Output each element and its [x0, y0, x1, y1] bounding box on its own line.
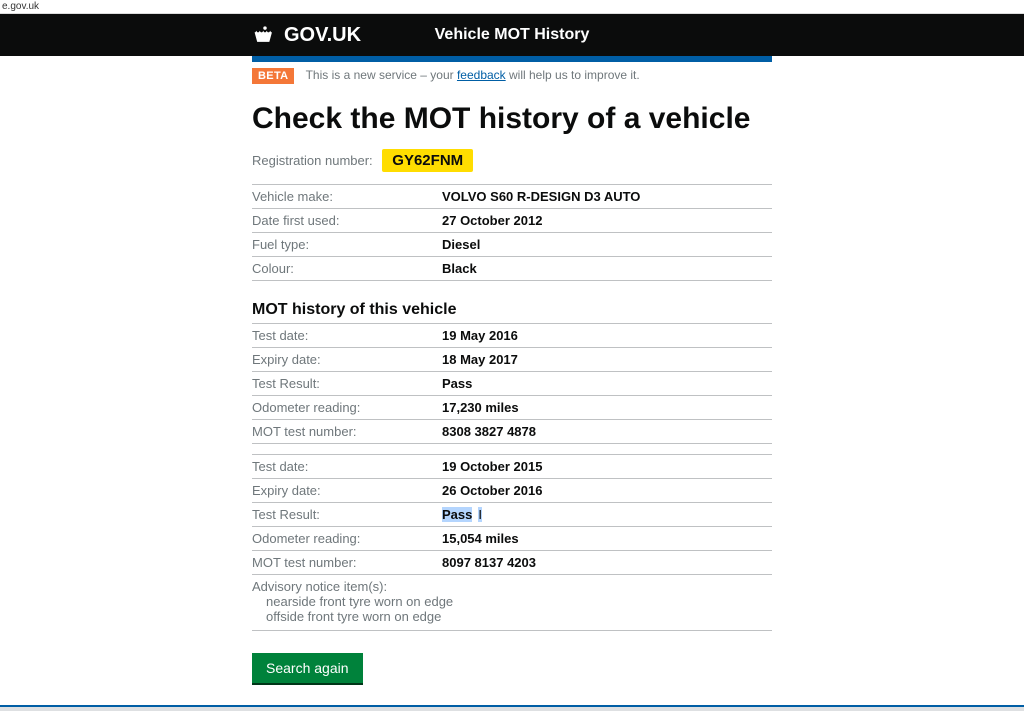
mot-test-0: Test date: 19 May 2016 Expiry date: 18 M… [252, 323, 772, 444]
value-expiry-0: 18 May 2017 [442, 352, 772, 367]
crown-icon [252, 24, 278, 46]
label-first-used: Date first used: [252, 213, 442, 228]
label-test-date-0: Test date: [252, 328, 442, 343]
row-result-0: Test Result: Pass [252, 372, 772, 396]
value-fuel: Diesel [442, 237, 772, 252]
value-make: VOLVO S60 R-DESIGN D3 AUTO [442, 189, 772, 204]
advisory-item-1-1: offside front tyre worn on edge [266, 609, 772, 624]
label-test-date-1: Test date: [252, 459, 442, 474]
value-odometer-0: 17,230 miles [442, 400, 772, 415]
label-expiry-1: Expiry date: [252, 483, 442, 498]
feedback-link[interactable]: feedback [457, 68, 506, 82]
beta-text-after: will help us to improve it. [506, 68, 640, 82]
footer-separator [0, 705, 1024, 711]
row-motno-0: MOT test number: 8308 3827 4878 [252, 420, 772, 444]
row-first-used: Date first used: 27 October 2012 [252, 209, 772, 233]
row-test-date-0: Test date: 19 May 2016 [252, 323, 772, 348]
label-make: Vehicle make: [252, 189, 442, 204]
row-advisory-1: Advisory notice item(s): nearside front … [252, 575, 772, 631]
history-heading: MOT history of this vehicle [252, 301, 772, 319]
row-odometer-0: Odometer reading: 17,230 miles [252, 396, 772, 420]
label-odometer-1: Odometer reading: [252, 531, 442, 546]
registration-label: Registration number: [252, 153, 373, 168]
registration-row: Registration number: GY62FNM [252, 149, 772, 172]
row-test-date-1: Test date: 19 October 2015 [252, 454, 772, 479]
label-odometer-0: Odometer reading: [252, 400, 442, 415]
govuk-logo-text: GOV.UK [284, 24, 361, 47]
vehicle-details: Vehicle make: VOLVO S60 R-DESIGN D3 AUTO… [252, 184, 772, 281]
row-motno-1: MOT test number: 8097 8137 4203 [252, 551, 772, 575]
value-expiry-1: 26 October 2016 [442, 483, 772, 498]
value-test-date-1: 19 October 2015 [442, 459, 772, 474]
row-expiry-0: Expiry date: 18 May 2017 [252, 348, 772, 372]
value-odometer-1: 15,054 miles [442, 531, 772, 546]
value-motno-0: 8308 3827 4878 [442, 424, 772, 439]
registration-plate: GY62FNM [382, 149, 473, 172]
label-colour: Colour: [252, 261, 442, 276]
value-result-0: Pass [442, 376, 772, 391]
url-fragment: e.gov.uk [0, 0, 1024, 14]
label-motno-1: MOT test number: [252, 555, 442, 570]
value-test-date-0: 19 May 2016 [442, 328, 772, 343]
beta-banner: BETA This is a new service – your feedba… [252, 62, 772, 90]
beta-tag: BETA [252, 68, 294, 84]
search-again-button[interactable]: Search again [252, 653, 363, 683]
beta-text-before: This is a new service – your [306, 68, 457, 82]
label-motno-0: MOT test number: [252, 424, 442, 439]
value-first-used: 27 October 2012 [442, 213, 772, 228]
label-result-0: Test Result: [252, 376, 442, 391]
label-fuel: Fuel type: [252, 237, 442, 252]
value-motno-1: 8097 8137 4203 [442, 555, 772, 570]
text-cursor-icon: I [478, 507, 482, 522]
label-advisory-1: Advisory notice item(s): [252, 579, 772, 594]
service-name: Vehicle MOT History [435, 26, 590, 44]
row-colour: Colour: Black [252, 257, 772, 281]
row-odometer-1: Odometer reading: 15,054 miles [252, 527, 772, 551]
value-result-1: PassI [442, 507, 772, 522]
value-colour: Black [442, 261, 772, 276]
header-bar: GOV.UK Vehicle MOT History [0, 14, 1024, 56]
page-title: Check the MOT history of a vehicle [252, 102, 772, 135]
label-expiry-0: Expiry date: [252, 352, 442, 367]
row-make: Vehicle make: VOLVO S60 R-DESIGN D3 AUTO [252, 184, 772, 209]
mot-test-1: Test date: 19 October 2015 Expiry date: … [252, 454, 772, 631]
row-result-1: Test Result: PassI [252, 503, 772, 527]
row-fuel: Fuel type: Diesel [252, 233, 772, 257]
row-expiry-1: Expiry date: 26 October 2016 [252, 479, 772, 503]
label-result-1: Test Result: [252, 507, 442, 522]
govuk-logo[interactable]: GOV.UK [252, 24, 361, 47]
